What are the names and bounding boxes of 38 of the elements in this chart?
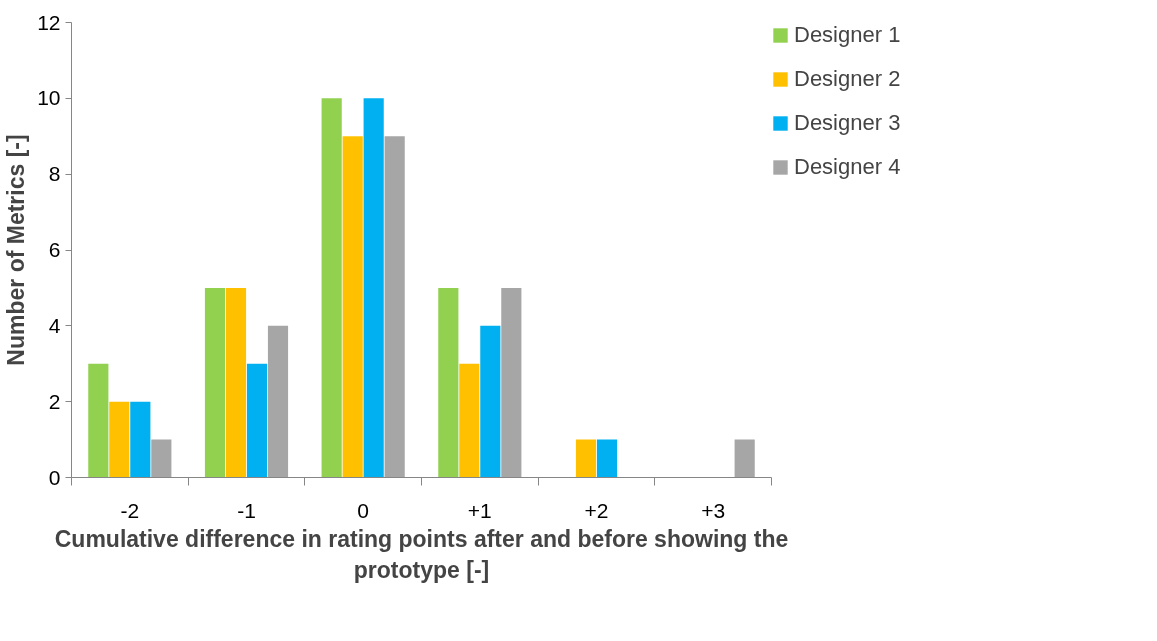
x-tick-label: -2 — [120, 498, 140, 522]
legend-label: Designer 3 — [794, 110, 902, 136]
bar — [151, 439, 172, 478]
bar — [480, 325, 501, 478]
y-tick-label: 12 — [37, 10, 61, 34]
bar — [267, 325, 289, 478]
bar — [225, 287, 247, 478]
x-tick-label: 0 — [357, 498, 370, 522]
bar — [384, 136, 405, 478]
bar — [204, 287, 226, 478]
x-tick-label: +2 — [584, 498, 609, 522]
x-tick-label: +1 — [467, 498, 492, 522]
bar — [734, 439, 755, 478]
bar — [575, 439, 597, 478]
bar — [459, 363, 480, 478]
bar — [109, 401, 130, 478]
x-tick-label: +3 — [701, 498, 726, 522]
bar — [596, 439, 618, 478]
bar — [363, 98, 384, 478]
y-tick-label: 10 — [37, 86, 61, 110]
bar — [438, 287, 459, 478]
legend-label: Designer 4 — [794, 154, 902, 180]
y-tick-label: 0 — [48, 465, 61, 489]
y-tick-label: 2 — [48, 389, 61, 413]
bar — [130, 401, 151, 478]
bar — [321, 98, 342, 478]
bar — [501, 287, 522, 478]
y-tick-label: 8 — [48, 162, 61, 186]
y-tick-label: 4 — [48, 313, 61, 337]
x-tick-label: -1 — [237, 498, 256, 522]
y-tick-label: 6 — [48, 238, 61, 261]
legend-label: Designer 1 — [794, 22, 902, 48]
x-axis-title: Cumulative difference in rating points after and before showing the prototype [-] — [54, 525, 789, 583]
legend-label: Designer 2 — [794, 66, 902, 92]
y-axis-title: Number of Metrics [-] — [3, 134, 30, 366]
bar — [342, 136, 363, 478]
bar — [246, 363, 268, 478]
bar — [88, 363, 109, 478]
